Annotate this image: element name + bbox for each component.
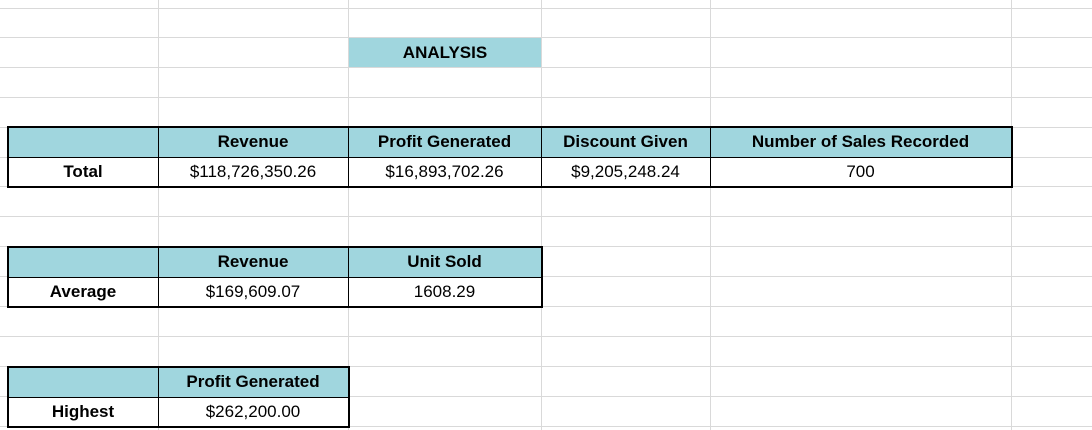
total-sales-count-value: 700 (846, 161, 875, 181)
average-header-units-cell[interactable]: Unit Sold (348, 247, 541, 277)
total-header-blank-cell[interactable] (8, 127, 158, 157)
total-header-discount-cell[interactable]: Discount Given (541, 127, 710, 157)
table-inner-border (158, 367, 159, 426)
total-profit-cell[interactable]: $16,893,702.26 (348, 157, 541, 186)
total-sales-count-cell[interactable]: 700 (710, 157, 1011, 186)
highest-header-blank-cell[interactable] (8, 367, 158, 397)
total-header-revenue: Revenue (217, 132, 289, 151)
table-inner-border (8, 277, 541, 278)
analysis-title: ANALYSIS (402, 42, 488, 62)
row-gridline (0, 216, 1092, 217)
average-revenue-value: $169,609.07 (205, 281, 301, 301)
row-gridline (0, 276, 1092, 277)
highest-profit-cell[interactable]: $262,200.00 (158, 397, 348, 426)
row-gridline (0, 396, 1092, 397)
total-header-profit-cell[interactable]: Profit Generated (348, 127, 541, 157)
row-gridline (0, 246, 1092, 247)
total-discount-cell[interactable]: $9,205,248.24 (541, 157, 710, 186)
column-gridline (541, 0, 542, 430)
highest-row-label-cell[interactable]: Highest (8, 397, 158, 426)
column-gridline (1011, 0, 1012, 430)
average-units-value: 1608.29 (413, 281, 476, 301)
total-header-discount: Discount Given (563, 132, 688, 151)
column-gridline (710, 0, 711, 430)
total-discount-value: $9,205,248.24 (571, 161, 680, 181)
row-gridline (0, 426, 1092, 427)
table-inner-border (348, 247, 349, 306)
highest-header-profit: Profit Generated (186, 372, 320, 391)
average-header-revenue: Revenue (217, 252, 289, 271)
row-gridline (0, 67, 1092, 68)
average-header-blank-cell[interactable] (8, 247, 158, 277)
total-header-sales-count: Number of Sales Recorded (751, 132, 970, 151)
row-gridline (0, 186, 1092, 187)
average-units-cell[interactable]: 1608.29 (348, 277, 541, 306)
row-gridline (0, 336, 1092, 337)
total-row-label-cell[interactable]: Total (8, 157, 158, 186)
row-gridline (0, 8, 1092, 9)
row-gridline (0, 366, 1092, 367)
average-revenue-cell[interactable]: $169,609.07 (158, 277, 348, 306)
column-gridline (348, 0, 349, 430)
total-revenue-cell[interactable]: $118,726,350.26 (158, 157, 348, 186)
total-header-sales-count-cell[interactable]: Number of Sales Recorded (710, 127, 1011, 157)
total-profit-value: $16,893,702.26 (385, 161, 504, 181)
table-inner-border (8, 157, 1011, 158)
row-gridline (0, 37, 1092, 38)
average-header-units: Unit Sold (407, 252, 482, 271)
total-row-label: Total (63, 161, 103, 181)
row-gridline (0, 306, 1092, 307)
table-inner-border (158, 247, 159, 306)
table-inner-border (541, 127, 542, 186)
total-header-revenue-cell[interactable]: Revenue (158, 127, 348, 157)
average-header-revenue-cell[interactable]: Revenue (158, 247, 348, 277)
highest-profit-value: $262,200.00 (205, 401, 301, 421)
table-inner-border (348, 127, 349, 186)
total-header-profit: Profit Generated (377, 132, 512, 151)
table-inner-border (8, 397, 348, 398)
total-revenue-value: $118,726,350.26 (189, 161, 317, 181)
highest-header-profit-cell[interactable]: Profit Generated (158, 367, 348, 397)
table-inner-border (710, 127, 711, 186)
average-row-label-cell[interactable]: Average (8, 277, 158, 306)
analysis-title-cell[interactable]: ANALYSIS (349, 38, 541, 67)
column-gridline (158, 0, 159, 430)
average-row-label: Average (49, 281, 117, 301)
row-gridline (0, 97, 1092, 98)
table-inner-border (158, 127, 159, 186)
highest-row-label: Highest (51, 401, 115, 421)
